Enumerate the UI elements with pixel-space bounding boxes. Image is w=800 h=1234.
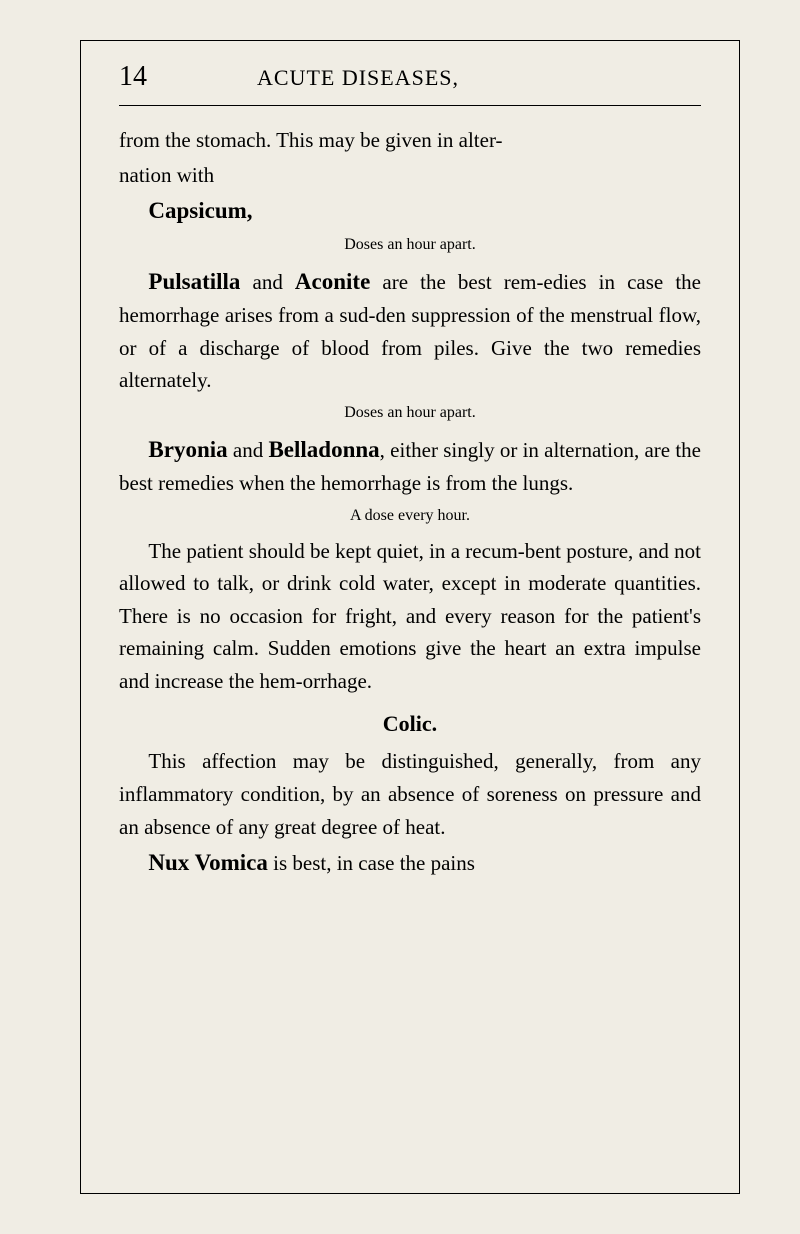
paragraph-line: from the stomach. This may be given in a… xyxy=(119,124,701,157)
text-span: and xyxy=(228,438,269,462)
text-span: is best, in case the pains xyxy=(268,851,475,875)
paragraph: Pulsatilla and Aconite are the best rem-… xyxy=(119,264,701,397)
paragraph: Nux Vomica is best, in case the pains xyxy=(119,845,701,881)
section-title: Colic. xyxy=(119,707,701,741)
page-number: 14 xyxy=(119,61,147,93)
remedy-name: Belladonna xyxy=(268,437,379,462)
remedy-name: Aconite xyxy=(295,269,370,294)
paragraph: Bryonia and Belladonna, either singly or… xyxy=(119,432,701,500)
text-span: and xyxy=(240,270,295,294)
page-body: from the stomach. This may be given in a… xyxy=(119,124,701,881)
remedy-name: Nux Vomica xyxy=(148,850,268,875)
paragraph: This affection may be distinguished, gen… xyxy=(119,745,701,843)
remedy-name: Bryonia xyxy=(148,437,227,462)
remedy-heading: Capsicum, xyxy=(119,193,701,229)
dose-instruction: A dose every hour. xyxy=(119,504,701,529)
dose-instruction: Doses an hour apart. xyxy=(119,233,701,258)
paragraph-line: nation with xyxy=(119,159,701,192)
remedy-name: Capsicum, xyxy=(148,198,252,223)
page-frame: 14 ACUTE DISEASES, from the stomach. Thi… xyxy=(80,40,740,1194)
dose-instruction: Doses an hour apart. xyxy=(119,401,701,426)
page-header-row: 14 ACUTE DISEASES, xyxy=(119,61,701,106)
paragraph: The patient should be kept quiet, in a r… xyxy=(119,535,701,698)
remedy-name: Pulsatilla xyxy=(148,269,240,294)
page-header-title: ACUTE DISEASES, xyxy=(257,65,459,91)
